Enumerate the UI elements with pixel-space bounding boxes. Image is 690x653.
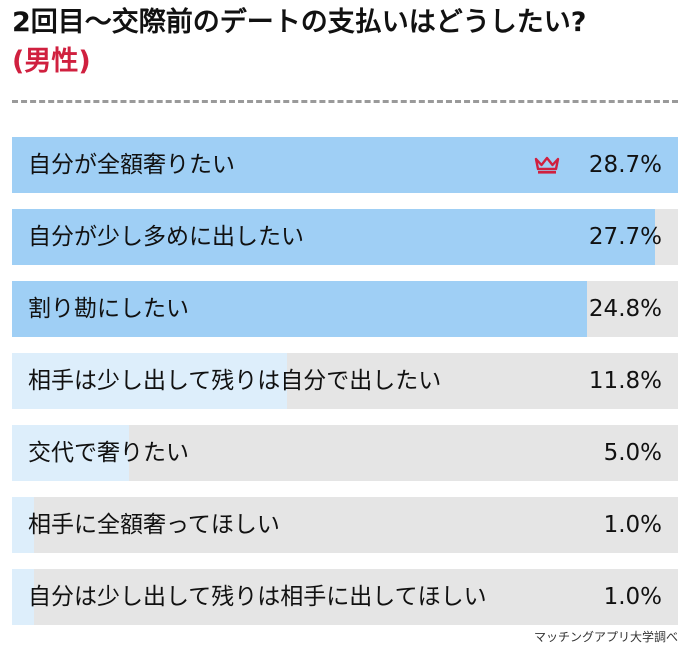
bar-row: 自分が全額奢りたい 28.7%	[12, 137, 678, 193]
crown-icon	[534, 156, 560, 174]
value-label: 11.8%	[588, 368, 662, 394]
source-note: マッチングアプリ大学調べ	[533, 630, 678, 644]
bar	[12, 281, 588, 337]
bar-row: 自分が少し多めに出したい 27.7%	[12, 209, 678, 265]
category-label: 自分が全額奢りたい	[28, 152, 235, 178]
bar	[12, 425, 129, 481]
category-label: 割り勘にしたい	[28, 296, 189, 322]
value-label: 27.7%	[588, 224, 662, 250]
value-label: 24.8%	[588, 296, 662, 322]
value-label: 1.0%	[603, 584, 662, 610]
bar-row: 相手は少し出して残りは自分で出したい 11.8%	[12, 353, 678, 409]
value-label: 28.7%	[588, 152, 662, 178]
dashed-divider	[12, 100, 678, 103]
bar	[12, 497, 34, 553]
bar	[12, 569, 34, 625]
bar-row: 自分は少し出して残りは相手に出してほしい 1.0%	[12, 569, 678, 625]
bar-row: 割り勘にしたい 24.8%	[12, 281, 678, 337]
chart-subtitle: (男性)	[12, 46, 91, 77]
category-label: 相手に全額奢ってほしい	[28, 512, 280, 538]
category-label: 自分は少し出して残りは相手に出してほしい	[28, 584, 487, 610]
value-label: 1.0%	[603, 512, 662, 538]
category-label: 自分が少し多めに出したい	[28, 224, 304, 250]
chart-title: 2回目〜交際前のデートの支払いはどうしたい?	[12, 7, 587, 38]
bar	[12, 209, 655, 265]
bar	[12, 137, 678, 193]
bar-row: 交代で奢りたい 5.0%	[12, 425, 678, 481]
category-label: 交代で奢りたい	[28, 440, 189, 466]
bar	[12, 353, 287, 409]
value-label: 5.0%	[603, 440, 662, 466]
bar-row: 相手に全額奢ってほしい 1.0%	[12, 497, 678, 553]
category-label: 相手は少し出して残りは自分で出したい	[28, 368, 442, 394]
